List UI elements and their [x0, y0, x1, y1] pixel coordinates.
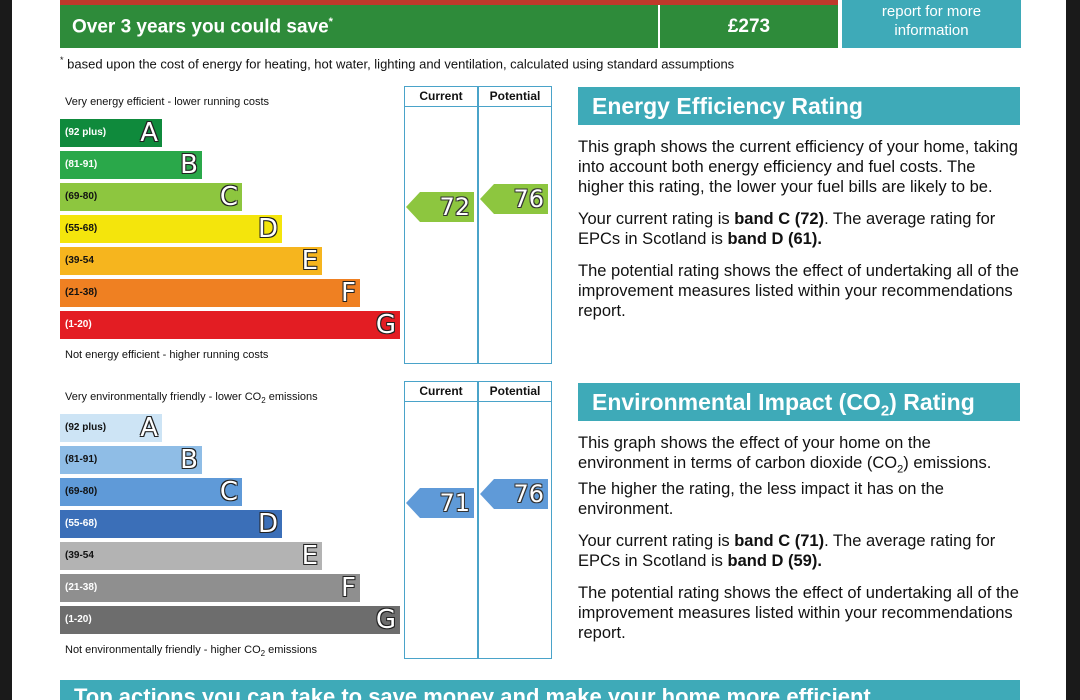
eer-potential-header: Potential	[478, 86, 552, 107]
eer-current-header: Current	[404, 86, 478, 107]
eer-band-range: (81-91)	[65, 159, 98, 170]
eir-paragraph-1: This graph shows the effect of your home…	[578, 434, 992, 519]
environmental-impact-panel: Environmental Impact (CO2) Rating This g…	[578, 383, 1020, 655]
eer-potential-arrow: 76	[480, 184, 550, 215]
report-info-box: report for more information	[842, 0, 1021, 48]
eer-panel-title: Energy Efficiency Rating	[578, 87, 1020, 125]
eir-band-range: (1-20)	[65, 614, 92, 625]
eir-band-letter: G	[375, 605, 396, 635]
eer-current-arrow-value: 72	[439, 192, 470, 221]
eir-band-c: (69-80) C	[60, 478, 242, 506]
eir-current-header: Current	[404, 381, 478, 402]
eir-band-letter: D	[257, 509, 278, 539]
eir-potential-arrow: 76	[480, 479, 550, 510]
eir-current-arrow-value: 71	[439, 489, 470, 518]
eer-band-range: (21-38)	[65, 287, 98, 298]
savings-footnote: * based upon the cost of energy for heat…	[60, 55, 735, 72]
eir-band-letter: A	[140, 413, 158, 443]
eer-band-letter: F	[341, 278, 356, 308]
eir-potential-arrow-value: 76	[513, 480, 544, 509]
eer-paragraph-3: The potential rating shows the effect of…	[578, 262, 1019, 320]
eer-band-letter: E	[301, 246, 318, 276]
eer-band-letter: D	[257, 214, 278, 244]
energy-efficiency-chart: Very energy efficient - lower running co…	[60, 86, 552, 376]
eer-band-g: (1-20) G	[60, 311, 400, 339]
eer-band-a: (92 plus) A	[60, 119, 162, 147]
eer-band-letter: A	[140, 118, 158, 148]
top-actions-banner: Top actions you can take to save money a…	[60, 680, 1020, 700]
eer-paragraph-1: This graph shows the current efficiency …	[578, 138, 1018, 196]
eer-band-b: (81-91) B	[60, 151, 202, 179]
eer-current-column	[404, 86, 478, 364]
eir-band-a: (92 plus) A	[60, 414, 162, 442]
eir-band-e: (39-54 E	[60, 542, 322, 570]
savings-top-strip	[60, 0, 838, 5]
page-edge-left	[0, 0, 12, 700]
eer-paragraph-2: Your current rating is band C (72). The …	[578, 210, 996, 248]
savings-amount: £273	[727, 16, 771, 37]
eer-potential-arrow-value: 76	[513, 185, 544, 214]
eer-bottom-label: Not energy efficient - higher running co…	[65, 349, 269, 361]
savings-banner: Over 3 years you could save* £273	[60, 0, 838, 48]
eir-band-range: (55-68)	[65, 518, 98, 529]
eer-band-d: (55-68) D	[60, 215, 282, 243]
eer-band-f: (21-38) F	[60, 279, 360, 307]
eer-band-range: (92 plus)	[65, 127, 107, 138]
eer-band-letter: C	[219, 182, 238, 212]
eir-potential-header: Potential	[478, 381, 552, 402]
eer-band-letter: B	[180, 150, 198, 180]
eir-band-d: (55-68) D	[60, 510, 282, 538]
report-info-line2: information	[894, 22, 969, 39]
eir-band-range: (92 plus)	[65, 422, 107, 433]
eir-top-label: Very environmentally friendly - lower CO…	[65, 391, 318, 406]
environmental-impact-chart: Very environmentally friendly - lower CO…	[60, 381, 552, 671]
eir-band-range: (21-38)	[65, 582, 98, 593]
eir-panel-title: Environmental Impact (CO2) Rating	[578, 383, 1020, 421]
page-edge-right	[1066, 0, 1080, 700]
eir-paragraph-2: Your current rating is band C (71). The …	[578, 532, 996, 571]
savings-amount-box: £273	[660, 5, 838, 48]
eir-paragraph-3: The potential rating shows the effect of…	[578, 584, 1019, 643]
eer-top-label: Very energy efficient - lower running co…	[65, 96, 270, 108]
eir-bottom-label: Not environmentally friendly - higher CO…	[65, 644, 318, 659]
eer-band-e: (39-54 E	[60, 247, 322, 275]
eer-band-letter: G	[375, 310, 396, 340]
eir-current-column	[404, 381, 478, 659]
eir-band-range: (39-54	[65, 550, 94, 561]
eir-band-g: (1-20) G	[60, 606, 400, 634]
eir-band-letter: B	[180, 445, 198, 475]
eer-band-c: (69-80) C	[60, 183, 242, 211]
eir-band-range: (81-91)	[65, 454, 98, 465]
eir-band-letter: C	[219, 477, 238, 507]
eir-band-f: (21-38) F	[60, 574, 360, 602]
eir-band-letter: F	[341, 573, 356, 603]
top-actions-title: Top actions you can take to save money a…	[74, 684, 871, 700]
eer-potential-column	[478, 86, 552, 364]
eir-band-b: (81-91) B	[60, 446, 202, 474]
savings-label-box: Over 3 years you could save*	[60, 5, 658, 48]
eir-current-arrow: 71	[406, 488, 476, 519]
eer-band-range: (55-68)	[65, 223, 98, 234]
savings-label: Over 3 years you could save*	[72, 16, 333, 38]
energy-efficiency-panel: Energy Efficiency Rating This graph show…	[578, 87, 1020, 333]
eer-band-range: (39-54	[65, 255, 94, 266]
eir-band-letter: E	[301, 541, 318, 571]
report-info-line1: report for more	[881, 3, 982, 20]
eer-band-range: (69-80)	[65, 191, 98, 202]
eir-band-range: (69-80)	[65, 486, 98, 497]
eer-band-range: (1-20)	[65, 319, 92, 330]
eir-potential-column	[478, 381, 552, 659]
eer-current-arrow: 72	[406, 191, 476, 222]
